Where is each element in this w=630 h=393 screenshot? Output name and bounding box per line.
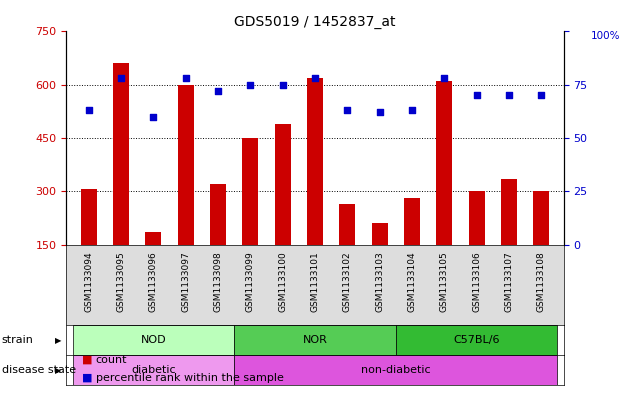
Bar [72, 325, 234, 355]
Bar [72, 355, 234, 385]
Point [213, 88, 223, 94]
Bar [533, 191, 549, 244]
Text: GSM1133098: GSM1133098 [214, 251, 222, 312]
Point [439, 75, 449, 81]
Point [342, 107, 352, 114]
Text: ▶: ▶ [55, 366, 61, 375]
Text: GSM1133104: GSM1133104 [408, 251, 416, 312]
Text: NOD: NOD [140, 335, 166, 345]
Text: percentile rank within the sample: percentile rank within the sample [96, 373, 284, 383]
Bar [436, 81, 452, 244]
Text: NOR: NOR [302, 335, 328, 345]
Text: ▶: ▶ [55, 336, 61, 345]
Text: disease state: disease state [2, 365, 76, 375]
Text: 100%: 100% [591, 31, 621, 41]
Text: GSM1133095: GSM1133095 [117, 251, 125, 312]
Point [407, 107, 417, 114]
Point [245, 82, 255, 88]
Text: diabetic: diabetic [131, 365, 176, 375]
Bar [404, 198, 420, 244]
Text: GSM1133107: GSM1133107 [505, 251, 513, 312]
Text: GSM1133096: GSM1133096 [149, 251, 158, 312]
Bar [372, 223, 387, 244]
Text: C57BL/6: C57BL/6 [454, 335, 500, 345]
Point [181, 75, 191, 81]
Point [504, 92, 514, 99]
Text: count: count [96, 354, 127, 365]
Bar [234, 355, 558, 385]
Bar [501, 179, 517, 244]
Text: GSM1133108: GSM1133108 [537, 251, 546, 312]
Title: GDS5019 / 1452837_at: GDS5019 / 1452837_at [234, 15, 396, 29]
Bar [210, 184, 226, 244]
Point [310, 75, 320, 81]
Point [375, 109, 385, 116]
Bar [307, 77, 323, 244]
Text: GSM1133099: GSM1133099 [246, 251, 255, 312]
Point [536, 92, 546, 99]
Bar [81, 189, 97, 244]
Point [278, 82, 288, 88]
Bar [396, 325, 558, 355]
Text: non-diabetic: non-diabetic [361, 365, 431, 375]
Point [84, 107, 94, 114]
Point [471, 92, 481, 99]
Bar [339, 204, 355, 244]
Bar [275, 124, 291, 244]
Bar [234, 325, 396, 355]
Text: GSM1133105: GSM1133105 [440, 251, 449, 312]
Text: GSM1133100: GSM1133100 [278, 251, 287, 312]
Point [116, 75, 126, 81]
Text: strain: strain [2, 335, 34, 345]
Text: ■: ■ [82, 373, 96, 383]
Bar [178, 85, 194, 244]
Bar [469, 191, 484, 244]
Bar [113, 63, 129, 244]
Text: GSM1133094: GSM1133094 [84, 251, 93, 312]
Text: GSM1133101: GSM1133101 [311, 251, 319, 312]
Text: GSM1133097: GSM1133097 [181, 251, 190, 312]
Text: GSM1133102: GSM1133102 [343, 251, 352, 312]
Bar [146, 232, 161, 244]
Text: GSM1133106: GSM1133106 [472, 251, 481, 312]
Text: ■: ■ [82, 354, 96, 365]
Point [149, 114, 159, 120]
Bar [243, 138, 258, 244]
Text: GSM1133103: GSM1133103 [375, 251, 384, 312]
